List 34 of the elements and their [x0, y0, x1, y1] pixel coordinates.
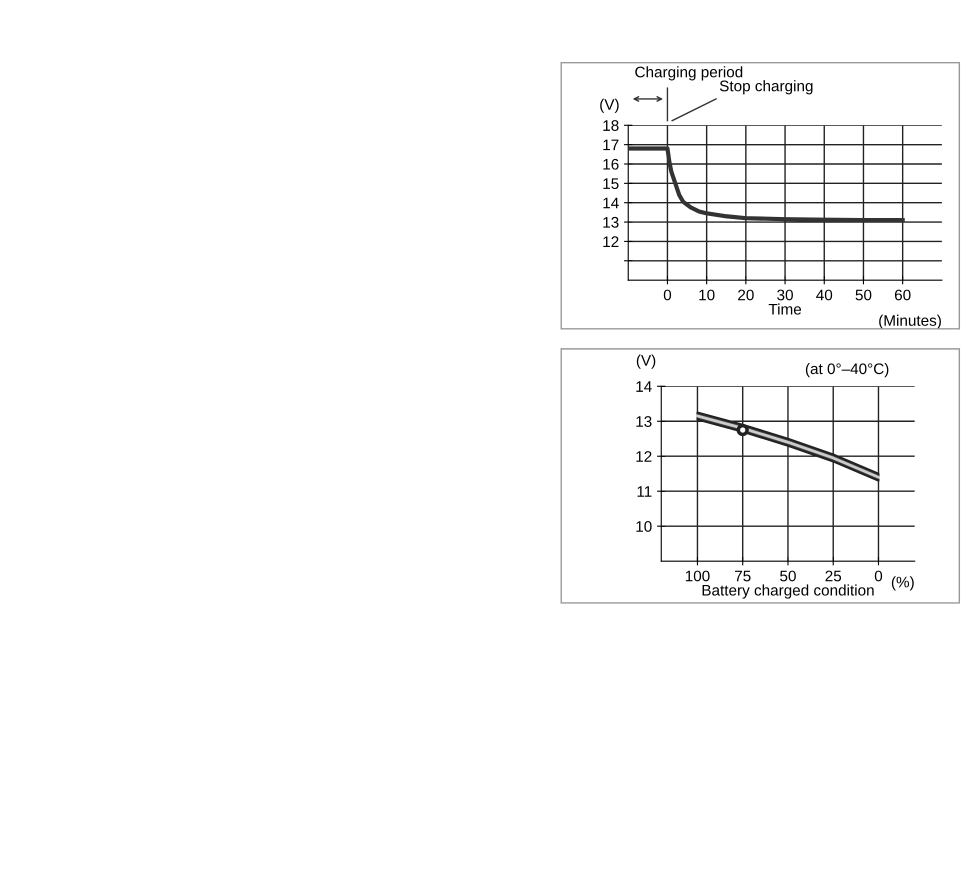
x-tick-label: 50 — [856, 290, 872, 300]
x-tick-label: 50 — [780, 570, 796, 582]
y-axis-title: (V) — [636, 354, 656, 369]
y-tick-label: 14 — [603, 198, 619, 208]
text: (%) — [892, 576, 914, 590]
x-axis-title: Time — [768, 303, 802, 315]
x-tick-label: 20 — [738, 290, 754, 300]
y-tick-label: 12 — [603, 236, 618, 247]
y-tick-label: 18 — [603, 120, 619, 131]
x-tick-label: 60 — [894, 290, 911, 300]
y-tick-label: 15 — [603, 178, 619, 190]
x-tick-label: 75 — [735, 570, 751, 582]
y-tick-label: 13 — [636, 416, 652, 427]
x-tick-label: 30 — [777, 290, 793, 300]
text: (at 0°–40°C) — [806, 362, 888, 378]
x-tick-label: 40 — [816, 290, 832, 300]
y-tick-label: 13 — [603, 216, 619, 228]
x-tick-label: 10 — [699, 290, 715, 300]
x-tick-label: 25 — [825, 570, 842, 582]
y-tick-label: 11 — [638, 486, 652, 497]
text: Charging period — [635, 66, 742, 80]
y-tick-label: 14 — [636, 381, 652, 392]
x-tick-label: 0 — [664, 290, 672, 300]
x-tick-label: 100 — [686, 570, 710, 582]
y-axis-title: (V) — [600, 98, 619, 113]
text: Stop charging — [720, 80, 812, 94]
line-series — [628, 146, 905, 222]
x-axis-title: Battery charged condition — [702, 584, 874, 599]
y-tick-label: 12 — [636, 451, 652, 462]
y-tick-label: 10 — [636, 521, 652, 532]
y-tick-label: 17 — [603, 140, 618, 150]
text: (Minutes) — [879, 314, 941, 329]
y-tick-label: 16 — [603, 158, 619, 170]
x-tick-label: 0 — [874, 570, 882, 582]
